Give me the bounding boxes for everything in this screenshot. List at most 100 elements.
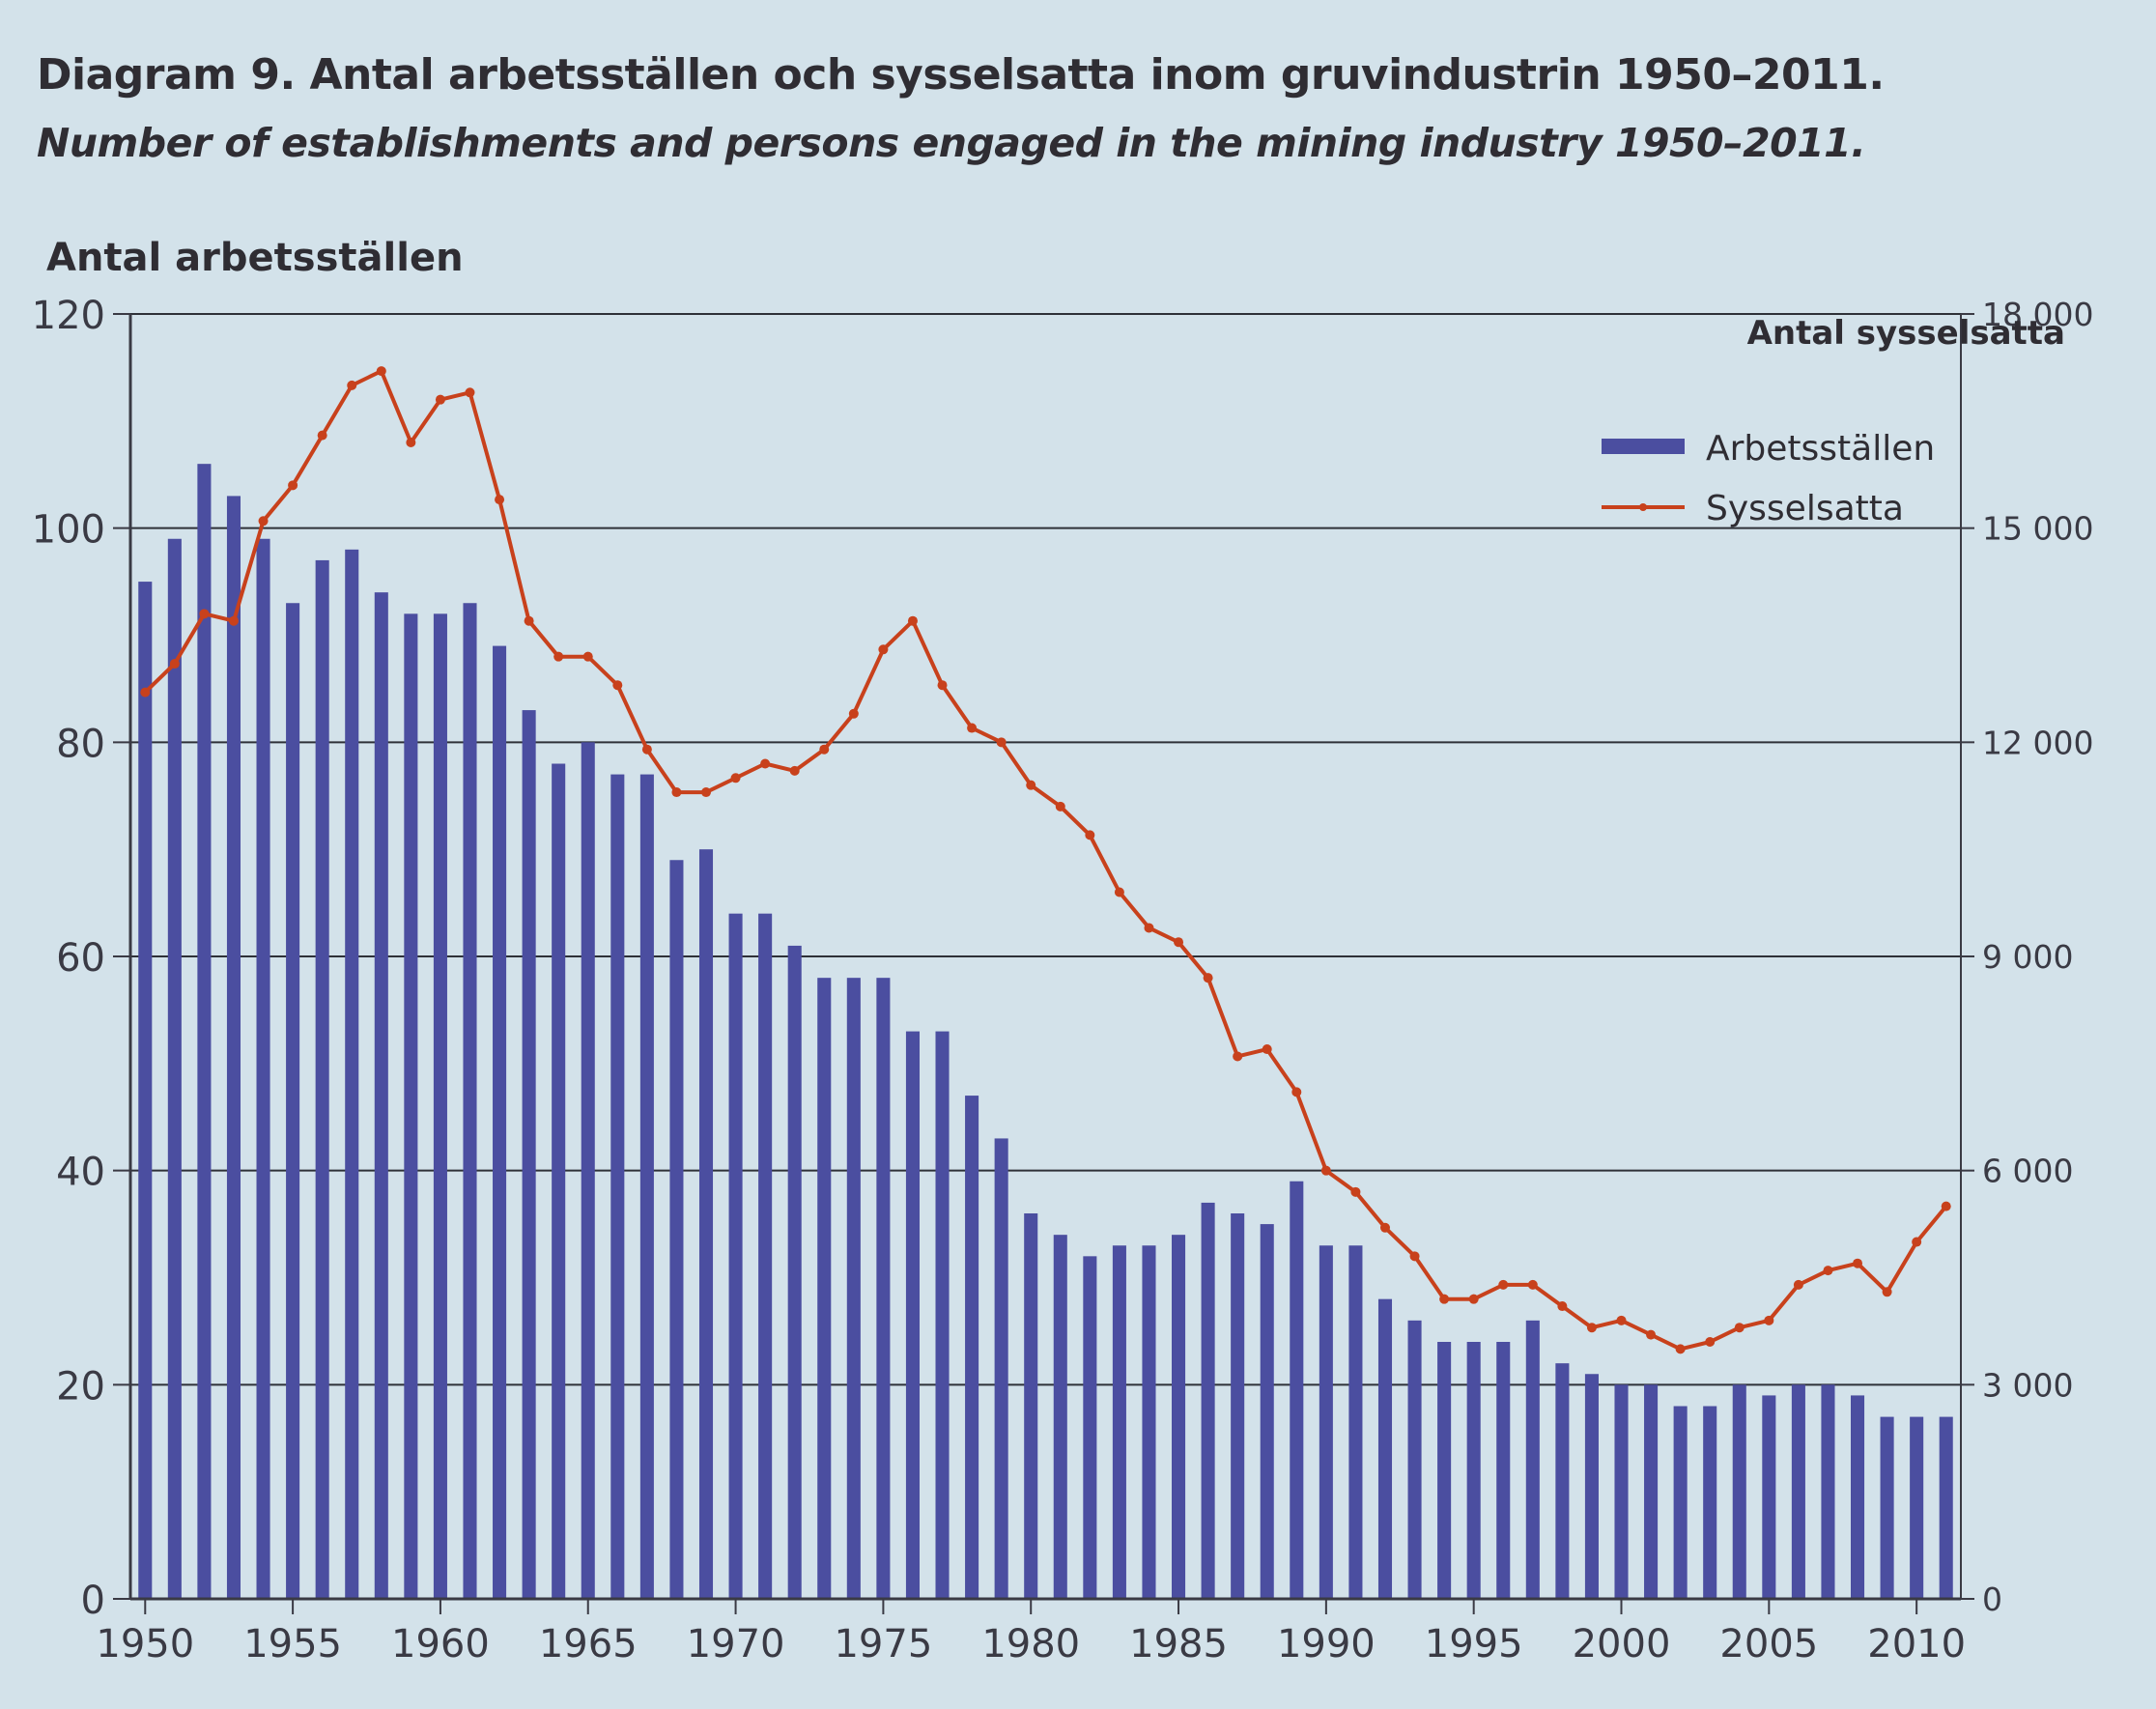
bar [817, 978, 832, 1599]
bar [404, 613, 418, 1599]
bar [1525, 1320, 1540, 1599]
line-point [140, 687, 151, 698]
bar [1466, 1342, 1481, 1599]
line-point [1350, 1186, 1361, 1197]
x-tick-label: 1955 [243, 1622, 342, 1666]
axes: 0 0 20 3 000 40 6 000 60 9 000 80 12 000 100 15 000… [32, 294, 2094, 1666]
line-point [878, 644, 889, 655]
line-point [1675, 1344, 1686, 1354]
x-tick-label: 1965 [539, 1622, 638, 1666]
line-point [671, 787, 682, 798]
y-right-tick-label: 0 [1982, 1581, 2002, 1618]
bar [1496, 1342, 1511, 1599]
line-point [1734, 1323, 1745, 1333]
line-point [1233, 1051, 1243, 1062]
line-point [996, 737, 1007, 748]
line-point [1203, 973, 1213, 983]
bar [552, 763, 566, 1599]
y-left-tick-label: 60 [56, 936, 105, 981]
line-point [1409, 1251, 1420, 1262]
bar [463, 603, 477, 1599]
line-point [524, 615, 534, 626]
y-left-tick-label: 20 [56, 1364, 105, 1409]
line-point [641, 744, 652, 755]
bar [965, 1096, 979, 1599]
line-point [730, 773, 741, 783]
bar [1201, 1202, 1215, 1599]
bar [1644, 1384, 1659, 1599]
bar [226, 496, 241, 1599]
bar [1939, 1416, 1953, 1599]
line-point [258, 516, 269, 527]
bar [1112, 1245, 1126, 1599]
bar [1172, 1235, 1186, 1599]
line-point [1882, 1287, 1892, 1297]
line-point [1941, 1201, 1951, 1211]
bar [1910, 1416, 1924, 1599]
line-point [1379, 1222, 1390, 1233]
line-point [819, 744, 830, 755]
y-right-tick-label: 12 000 [1982, 724, 2093, 761]
line-point [435, 394, 445, 405]
y-right-tick-label: 3 000 [1982, 1366, 2073, 1404]
line-point [1144, 923, 1154, 933]
x-tick-label: 1950 [96, 1622, 194, 1666]
bar [669, 860, 684, 1599]
line-point [1262, 1044, 1272, 1055]
y-axis-left-title: Antal arbetsställen [46, 236, 464, 280]
line-point [553, 651, 564, 662]
line-point [967, 723, 978, 733]
bar [1024, 1213, 1038, 1599]
x-tick-label: 2000 [1573, 1622, 1671, 1666]
y-left-tick-label: 100 [32, 508, 105, 553]
line-point [1586, 1323, 1597, 1333]
y-right-tick-label: 18 000 [1982, 296, 2093, 333]
bar [167, 538, 182, 1599]
bar [787, 945, 802, 1599]
line-series [140, 366, 1951, 1354]
chart-title: Diagram 9. Antal arbetsställen och sysse… [37, 50, 1885, 100]
legend: Arbetsställen Sysselsatta [1602, 429, 1935, 528]
line-point [1793, 1279, 1803, 1290]
line-point [199, 609, 210, 619]
bar [197, 464, 212, 1600]
line-point [1439, 1294, 1450, 1304]
line-point [1174, 937, 1184, 948]
bar [433, 613, 447, 1599]
bar [758, 913, 773, 1599]
line-point [1055, 801, 1065, 812]
line-point [1557, 1301, 1568, 1312]
x-tick-label: 1975 [834, 1622, 932, 1666]
line-point [288, 480, 298, 491]
x-tick-label: 2010 [1867, 1622, 1966, 1666]
bar [994, 1138, 1008, 1599]
bar [876, 978, 891, 1599]
bar [1673, 1406, 1688, 1599]
x-tick-label: 1960 [391, 1622, 490, 1666]
bar [374, 592, 388, 1599]
bar [522, 710, 536, 1599]
line-point [347, 380, 357, 390]
bar [345, 549, 359, 1600]
bar [610, 774, 625, 1599]
line-point [907, 615, 918, 626]
x-tick-label: 1970 [687, 1622, 785, 1666]
y-left-tick-label: 80 [56, 722, 105, 766]
bar [1231, 1213, 1245, 1599]
y-left-tick-label: 120 [32, 294, 105, 338]
line-point [937, 680, 948, 691]
line-point [1291, 1087, 1302, 1097]
line-point [1912, 1237, 1922, 1247]
line-point [228, 615, 239, 626]
line-point [1026, 780, 1036, 790]
line-point [1853, 1258, 1863, 1268]
bar [1555, 1363, 1570, 1599]
legend-swatch-bars [1602, 439, 1685, 454]
line-point [1823, 1266, 1833, 1276]
line-point [317, 430, 327, 441]
bar [1437, 1342, 1452, 1599]
line-point [1527, 1279, 1538, 1290]
bar [1290, 1181, 1304, 1599]
y-left-tick-label: 40 [56, 1151, 105, 1195]
